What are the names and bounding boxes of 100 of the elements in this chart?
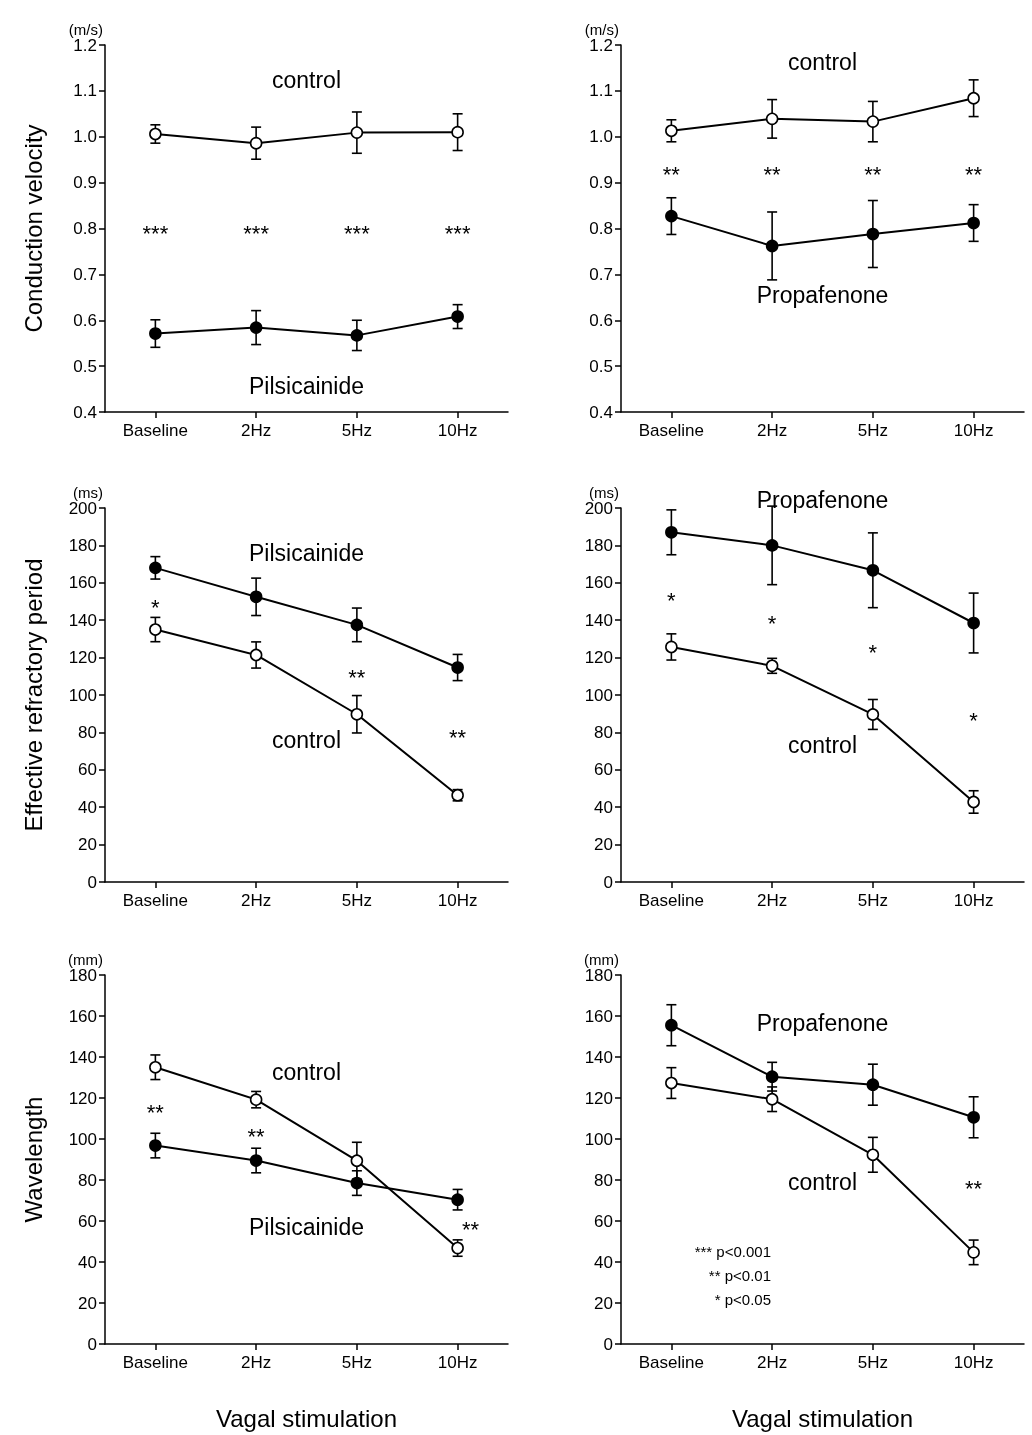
y-tick-label: 0.6 bbox=[589, 310, 613, 330]
point bbox=[866, 115, 880, 128]
y-tick-label: 100 bbox=[68, 1129, 97, 1149]
x-tick-label: 5Hz bbox=[857, 1353, 888, 1372]
y-tick-label: 140 bbox=[68, 610, 97, 630]
y-tick-label: 40 bbox=[78, 797, 97, 817]
point bbox=[149, 561, 162, 575]
text: (ms) bbox=[589, 483, 619, 501]
point bbox=[249, 1154, 263, 1167]
x-tick-label: 10Hz bbox=[953, 421, 994, 440]
y-tick-label: 1.1 bbox=[73, 81, 97, 101]
x-tick-label: 2Hz bbox=[241, 891, 272, 910]
y-tick-label: 1.2 bbox=[73, 35, 97, 55]
x-tick-label: 10Hz bbox=[437, 421, 478, 440]
y-tick-label: 180 bbox=[68, 535, 97, 555]
annotation: * bbox=[767, 610, 777, 636]
x-tick-label: Baseline bbox=[638, 421, 704, 440]
text: (m/s) bbox=[584, 20, 619, 38]
annotation: ** p<0.01 bbox=[708, 1267, 771, 1285]
y-tick-label: 0.7 bbox=[589, 264, 613, 284]
x-tick-label: Baseline bbox=[122, 891, 188, 910]
point bbox=[350, 126, 364, 139]
annotation: *** bbox=[243, 221, 270, 246]
x-tick-label: 5Hz bbox=[341, 1353, 372, 1372]
y-tick-label: 40 bbox=[594, 797, 613, 817]
y-tick-label: 0.8 bbox=[589, 219, 613, 238]
y-tick-label: 60 bbox=[594, 1211, 613, 1231]
point bbox=[665, 526, 678, 539]
x-tick-label: 2Hz bbox=[757, 421, 788, 440]
annotation: * bbox=[868, 640, 878, 666]
annotation: ** bbox=[449, 724, 467, 750]
point bbox=[149, 1060, 162, 1074]
annotation: ** bbox=[662, 162, 681, 188]
annotation: ** bbox=[462, 1216, 480, 1242]
point bbox=[451, 1193, 464, 1206]
point bbox=[249, 590, 263, 604]
annotation: * p<0.05 bbox=[714, 1291, 771, 1309]
point bbox=[249, 321, 263, 334]
point bbox=[665, 209, 678, 223]
point bbox=[765, 539, 779, 552]
series-label: control bbox=[271, 66, 342, 93]
series-label: Propafenone bbox=[756, 486, 889, 513]
point bbox=[665, 1018, 678, 1032]
x-tick-label: 2Hz bbox=[757, 1353, 788, 1372]
x-tick-label: 10Hz bbox=[437, 1353, 478, 1372]
y-tick-label: 20 bbox=[594, 835, 613, 855]
y-tick-label: 160 bbox=[68, 1006, 97, 1026]
y-tick-label: 140 bbox=[584, 1047, 613, 1067]
y-tick-label: 40 bbox=[78, 1252, 97, 1272]
point bbox=[451, 125, 464, 139]
series-label: Pilsicainide bbox=[248, 1213, 365, 1240]
x-tick-label: 5Hz bbox=[341, 891, 372, 910]
y-tick-label: 120 bbox=[68, 648, 97, 668]
y-tick-label: 80 bbox=[78, 1170, 97, 1190]
y-tick-label: 20 bbox=[78, 1293, 97, 1313]
annotation: *** bbox=[344, 221, 371, 246]
point bbox=[967, 91, 980, 105]
series-label: control bbox=[787, 732, 858, 759]
x-tick-label: 2Hz bbox=[757, 891, 788, 910]
point bbox=[249, 648, 263, 662]
series-label: control bbox=[787, 1169, 858, 1196]
series-label: Propafenone bbox=[756, 1009, 889, 1036]
y-tick-label: 20 bbox=[594, 1293, 613, 1313]
text: (mm) bbox=[68, 950, 103, 968]
y-tick-label: 0.9 bbox=[589, 173, 613, 193]
point bbox=[149, 327, 162, 340]
y-tick-label: 160 bbox=[68, 573, 97, 593]
annotation: ** bbox=[247, 1123, 266, 1149]
point bbox=[665, 640, 678, 654]
y-tick-label: 80 bbox=[78, 722, 97, 742]
y-tick-label: 100 bbox=[68, 685, 97, 705]
x-axis-title: Vagal stimulation bbox=[216, 1404, 397, 1432]
y-axis-title: Effective refractory period bbox=[19, 558, 47, 832]
point bbox=[866, 1078, 880, 1091]
y-tick-label: 1.0 bbox=[73, 127, 97, 147]
annotation: ** bbox=[965, 162, 983, 188]
annotation: ** bbox=[348, 665, 366, 691]
y-tick-label: 60 bbox=[78, 1211, 97, 1231]
series-label: control bbox=[271, 726, 342, 753]
y-tick-label: 0 bbox=[603, 872, 613, 892]
y-tick-label: 120 bbox=[584, 1088, 613, 1108]
y-tick-label: 0.4 bbox=[589, 402, 613, 422]
x-tick-label: Baseline bbox=[638, 891, 704, 910]
y-tick-label: 1.2 bbox=[589, 35, 613, 55]
text: (ms) bbox=[73, 483, 103, 501]
y-tick-label: 0.8 bbox=[73, 219, 97, 238]
y-tick-label: 1.0 bbox=[589, 127, 613, 147]
annotation: *** bbox=[142, 221, 169, 246]
y-tick-label: 120 bbox=[584, 648, 613, 668]
annotation: * bbox=[969, 708, 979, 734]
x-tick-label: 10Hz bbox=[953, 891, 994, 910]
x-tick-label: 2Hz bbox=[241, 421, 272, 440]
y-tick-label: 40 bbox=[594, 1252, 613, 1272]
x-axis-title: Vagal stimulation bbox=[732, 1404, 913, 1432]
y-tick-label: 80 bbox=[594, 722, 613, 742]
y-tick-label: 0.6 bbox=[73, 310, 97, 330]
y-tick-label: 0.5 bbox=[73, 356, 97, 376]
annotation: ** bbox=[864, 162, 882, 188]
y-tick-label: 180 bbox=[584, 535, 613, 555]
point bbox=[451, 661, 464, 674]
